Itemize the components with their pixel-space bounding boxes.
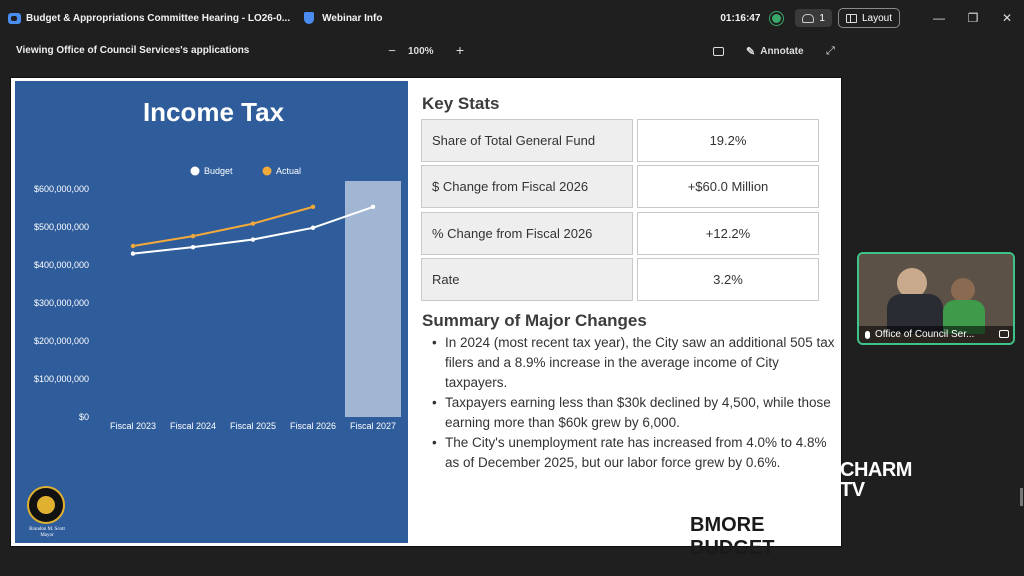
data-point xyxy=(190,233,196,239)
annotate-button[interactable]: ✎ Annotate xyxy=(746,45,804,58)
slide-title: Income Tax xyxy=(142,97,285,127)
mic-icon xyxy=(865,330,870,339)
stat-row: % Change from Fiscal 2026 +12.2% xyxy=(421,212,819,255)
y-tick-label: $100,000,000 xyxy=(34,374,89,384)
stat-label: % Change from Fiscal 2026 xyxy=(421,212,633,255)
x-tick-label: Fiscal 2026 xyxy=(290,421,336,431)
watermark-line: CHARM xyxy=(840,459,912,481)
share-toolbar: Viewing Office of Council Services's app… xyxy=(0,36,1024,68)
people-icon xyxy=(802,13,815,23)
close-button[interactable]: ✕ xyxy=(1001,11,1013,25)
data-point xyxy=(250,221,256,226)
y-tick-label: $0 xyxy=(79,412,89,422)
layout-icon xyxy=(845,13,857,23)
legend-label: Actual xyxy=(276,166,301,176)
summary-heading: Summary of Major Changes xyxy=(422,311,647,330)
x-tick-label: Fiscal 2027 xyxy=(350,421,396,431)
list-item: In 2024 (most recent tax year), the City… xyxy=(430,333,840,393)
data-point xyxy=(370,204,376,210)
y-tick-label: $200,000,000 xyxy=(34,336,89,346)
webinar-info-button[interactable]: Webinar Info xyxy=(322,12,383,24)
layout-label: Layout xyxy=(861,12,892,24)
list-item: Taxpayers earning less than $30k decline… xyxy=(430,393,840,433)
stat-label: $ Change from Fiscal 2026 xyxy=(421,165,633,208)
data-point xyxy=(130,251,136,256)
title-bar: Budget & Appropriations Committee Hearin… xyxy=(0,0,1024,36)
data-point xyxy=(190,244,196,250)
y-tick-label: $400,000,000 xyxy=(34,260,89,270)
y-tick-label: $300,000,000 xyxy=(34,298,89,308)
data-point xyxy=(250,237,256,242)
minimize-button[interactable]: — xyxy=(933,11,945,25)
stat-value: 3.2% xyxy=(637,258,819,301)
zoom-in-button[interactable]: + xyxy=(455,42,465,58)
stat-value: +$60.0 Million xyxy=(637,165,819,208)
stat-row: $ Change from Fiscal 2026 +$60.0 Million xyxy=(421,165,819,208)
participant-video-tile[interactable]: Office of Council Ser... xyxy=(857,252,1015,345)
participant-name: Office of Council Ser... xyxy=(875,329,975,340)
mayor-title: Mayor xyxy=(40,533,54,538)
key-stats-heading: Key Stats xyxy=(422,94,500,113)
stat-label: Rate xyxy=(421,258,633,301)
x-tick-label: Fiscal 2025 xyxy=(230,421,276,431)
participants-button[interactable]: 1 xyxy=(795,9,832,27)
mayor-name: Brandon M. Scott xyxy=(29,527,65,532)
status-icon xyxy=(770,11,784,25)
city-seal-logo xyxy=(27,486,65,524)
x-tick-label: Fiscal 2024 xyxy=(170,421,216,431)
pen-icon: ✎ xyxy=(746,46,756,58)
participant-head xyxy=(951,278,975,302)
participant-head xyxy=(897,268,927,298)
stats-panel: Key Stats Share of Total General Fund 19… xyxy=(408,78,843,559)
stat-value: 19.2% xyxy=(637,119,819,162)
y-tick-label: $600,000,000 xyxy=(34,184,89,194)
meeting-timer: 01:16:47 xyxy=(720,12,761,24)
summary-list: In 2024 (most recent tax year), the City… xyxy=(430,333,840,473)
income-tax-chart: $600,000,000 $500,000,000 $400,000,000 $300… xyxy=(34,166,401,431)
legend-marker xyxy=(190,166,200,176)
scrollbar[interactable] xyxy=(1020,488,1023,506)
chart-panel: Income Tax $600,000,000 $500,000,000 $400,… xyxy=(15,81,408,543)
screen-share-icon xyxy=(999,330,1009,338)
highlight-column xyxy=(345,181,401,417)
list-item: The City's unemployment rate has increas… xyxy=(430,433,840,473)
stat-row: Share of Total General Fund 19.2% xyxy=(421,119,819,162)
meeting-title: Budget & Appropriations Committee Hearin… xyxy=(26,12,291,24)
legend-label: Budget xyxy=(204,166,233,176)
fullscreen-icon[interactable]: ⤢ xyxy=(826,45,835,57)
shared-slide: Income Tax $600,000,000 $500,000,000 $400,… xyxy=(10,77,843,559)
shield-icon xyxy=(304,12,315,24)
stat-value: +12.2% xyxy=(637,212,819,255)
series-line xyxy=(132,205,314,247)
video-name-bar: Office of Council Ser... xyxy=(859,326,1013,343)
stat-row: Rate 3.2% xyxy=(421,258,819,301)
restore-button[interactable]: ❐ xyxy=(967,11,979,25)
pop-out-icon[interactable] xyxy=(713,47,724,56)
data-point xyxy=(130,243,136,249)
bmore-budget-logo: BMORE BUDGET xyxy=(690,514,775,559)
data-point xyxy=(310,204,316,210)
mayor-signature: Brandon M. Scott Mayor xyxy=(25,527,69,539)
x-tick-label: Fiscal 2023 xyxy=(110,421,156,431)
legend-marker xyxy=(262,166,272,176)
series-line xyxy=(132,205,374,255)
annotate-label: Annotate xyxy=(760,46,804,57)
teams-logo-icon xyxy=(8,12,21,24)
stat-label: Share of Total General Fund xyxy=(421,119,633,162)
y-tick-label: $500,000,000 xyxy=(34,222,89,232)
layout-button[interactable]: Layout xyxy=(837,8,900,28)
data-point xyxy=(310,225,316,230)
participant-count: 1 xyxy=(819,12,825,24)
zoom-level: 100% xyxy=(408,46,434,57)
zoom-out-button[interactable]: − xyxy=(388,43,396,58)
sharing-status: Viewing Office of Council Services's app… xyxy=(16,45,250,56)
charm-tv-watermark: CHARM TV xyxy=(840,460,912,500)
watermark-line: TV xyxy=(840,479,865,501)
